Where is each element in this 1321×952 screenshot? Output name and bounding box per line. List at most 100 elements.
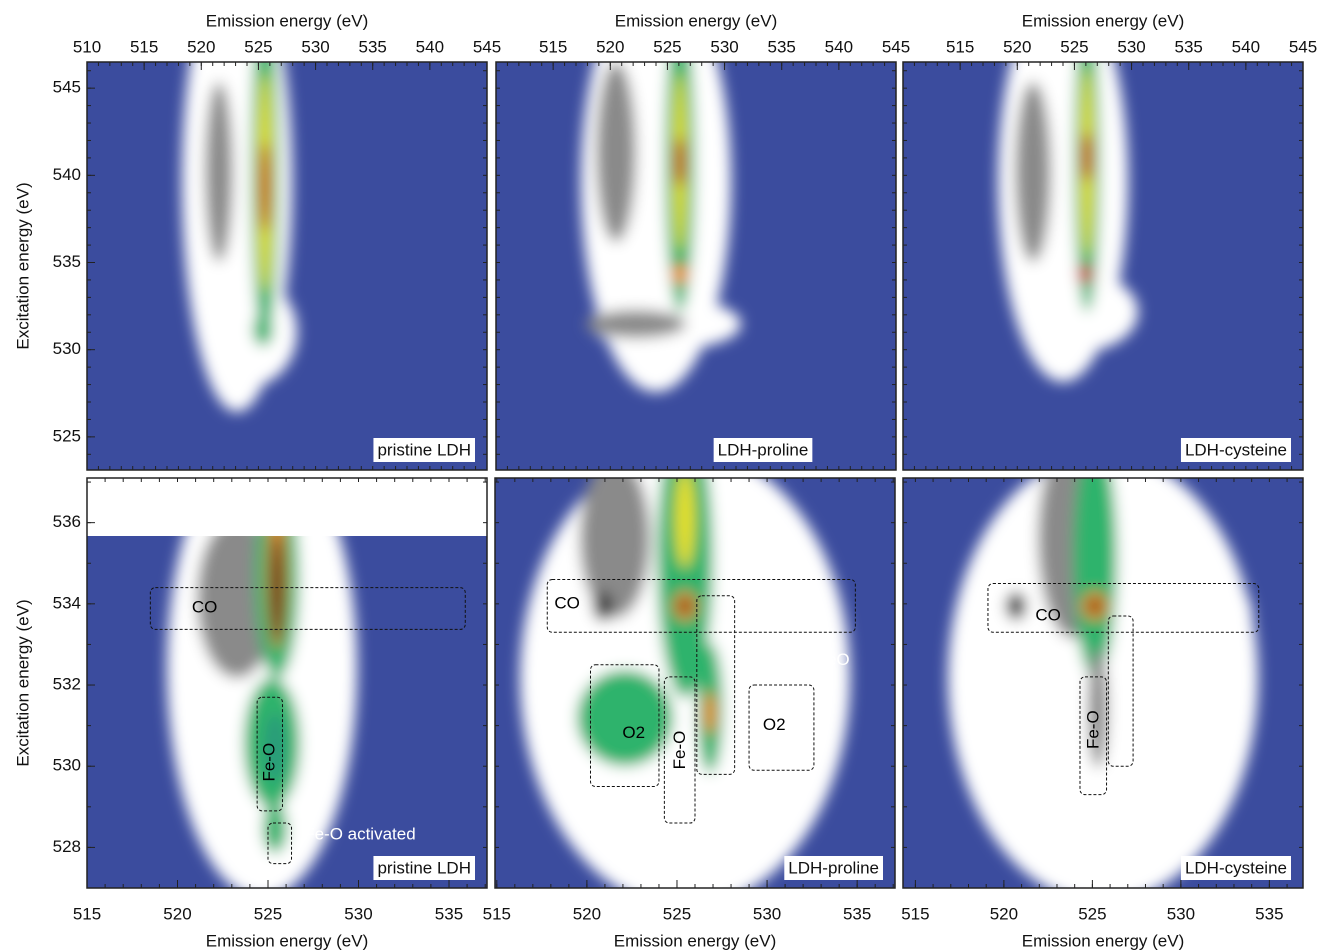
- y-tick-label: 525: [53, 426, 81, 445]
- annotation: Fe-O: [259, 743, 278, 782]
- x-tick-label: 545: [882, 37, 910, 56]
- intensity: [581, 0, 741, 392]
- intensity-blob: [197, 277, 297, 387]
- x-tick-label: 515: [483, 904, 511, 923]
- heatmap: [87, 438, 487, 898]
- intensity-blob: [260, 142, 270, 232]
- intensity-blob: [253, 314, 273, 346]
- x-tick-label: 525: [244, 37, 272, 56]
- x-tick-label: 530: [301, 37, 329, 56]
- x-tick-label: 535: [1175, 37, 1203, 56]
- intensity-blob: [593, 591, 613, 621]
- sample-label: LDH-cysteine: [1185, 440, 1287, 459]
- x-tick-label: 540: [825, 37, 853, 56]
- x-tick-label: 520: [573, 904, 601, 923]
- x-axis-label: Emission energy (eV): [615, 11, 778, 30]
- panel: 510 515 520 525 530 535 540 545 Emission energy …: [13, 0, 501, 470]
- x-tick-label: 530: [1117, 37, 1145, 56]
- figure: 510 515 520 525 530 535 540 545 Emission energy …: [0, 0, 1321, 952]
- x-tick-label: 530: [344, 904, 372, 923]
- intensity-blob: [596, 62, 636, 242]
- x-tick-label: 525: [254, 904, 282, 923]
- x-tick-label: 545: [1289, 37, 1317, 56]
- x-tick-label: 520: [596, 37, 624, 56]
- x-axis-label: Emission energy (eV): [206, 931, 369, 950]
- intensity-blob: [1089, 599, 1101, 613]
- x-tick-label: 515: [901, 904, 929, 923]
- x-tick-label: 525: [663, 904, 691, 923]
- x-tick-label: 515: [946, 37, 974, 56]
- x-tick-label: 520: [187, 37, 215, 56]
- no-data: [87, 478, 487, 536]
- x-axis-label: Emission energy (eV): [1022, 931, 1185, 950]
- x-tick-label: 535: [843, 904, 871, 923]
- x-tick-label: 510: [73, 37, 101, 56]
- intensity-blob: [704, 691, 716, 735]
- intensity: [998, 0, 1138, 382]
- x-tick-label: 535: [435, 904, 463, 923]
- annotation: O2: [622, 723, 645, 742]
- sample-label: LDH-proline: [718, 440, 809, 459]
- y-tick-label: 540: [53, 165, 81, 184]
- y-tick-label: 532: [53, 675, 81, 694]
- x-tick-label: 520: [990, 904, 1018, 923]
- intensity-blob: [580, 458, 650, 618]
- x-axis-label: Emission energy (eV): [1022, 11, 1185, 30]
- heatmap: [903, 0, 1303, 470]
- x-tick-label: 515: [130, 37, 158, 56]
- heatmap: [496, 0, 896, 470]
- intensity-blob: [679, 599, 691, 613]
- y-axis-label: Excitation energy (eV): [13, 599, 32, 766]
- intensity-blob: [671, 264, 689, 284]
- x-axis-label: Emission energy (eV): [614, 931, 777, 950]
- x-tick-label: 530: [753, 904, 781, 923]
- panel: 515 520 525 530 535 Emission energy (eV) CO car…: [483, 418, 895, 950]
- x-tick-label: 540: [1232, 37, 1260, 56]
- annotation: carboxylate: [1144, 650, 1231, 669]
- y-tick-label: 534: [53, 593, 81, 612]
- annotation: CO: [554, 593, 580, 612]
- annotation: CO: [192, 597, 218, 616]
- x-tick-label: 520: [163, 904, 191, 923]
- sample-label: LDH-cysteine: [1185, 858, 1287, 877]
- annotation: Fe-O: [1084, 710, 1103, 749]
- annotation: O2: [763, 715, 786, 734]
- x-tick-label: 525: [1078, 904, 1106, 923]
- sample-label: LDH-proline: [788, 858, 879, 877]
- intensity-blob: [675, 468, 695, 568]
- x-tick-label: 545: [473, 37, 501, 56]
- annotation: carboxyl&FeO: [742, 650, 850, 669]
- y-tick-label: 536: [53, 512, 81, 531]
- sample-label: pristine LDH: [377, 858, 471, 877]
- x-tick-label: 525: [653, 37, 681, 56]
- y-axis-label: Excitation energy (eV): [13, 182, 32, 349]
- intensity-blob: [675, 137, 685, 187]
- intensity-blob: [1006, 592, 1026, 620]
- intensity-blob: [1077, 265, 1093, 283]
- x-tick-label: 515: [539, 37, 567, 56]
- x-tick-label: 520: [1003, 37, 1031, 56]
- x-tick-label: 540: [416, 37, 444, 56]
- x-tick-label: 535: [1255, 904, 1283, 923]
- y-tick-label: 530: [53, 339, 81, 358]
- x-axis-label: Emission energy (eV): [206, 11, 369, 30]
- x-tick-label: 525: [1060, 37, 1088, 56]
- heatmap: [903, 438, 1303, 903]
- x-tick-label: 515: [73, 904, 101, 923]
- y-tick-label: 530: [53, 756, 81, 775]
- y-tick-label: 528: [53, 837, 81, 856]
- x-tick-label: 530: [710, 37, 738, 56]
- intensity-blob: [1073, 438, 1117, 678]
- intensity-blob: [1018, 272, 1138, 352]
- intensity-blob: [586, 310, 686, 338]
- y-tick-label: 535: [53, 252, 81, 271]
- panel: 515 520 525 530 535 540 545 Emission energy (eV…: [903, 0, 1317, 470]
- sample-label: pristine LDH: [377, 440, 471, 459]
- intensity-blob: [205, 82, 233, 262]
- x-tick-label: 530: [1167, 904, 1195, 923]
- intensity-blob: [1015, 82, 1051, 262]
- panel: 515 520 525 530 535 Emission energy (eV) 528 53…: [13, 438, 487, 950]
- annotation: Fe-O: [670, 731, 689, 770]
